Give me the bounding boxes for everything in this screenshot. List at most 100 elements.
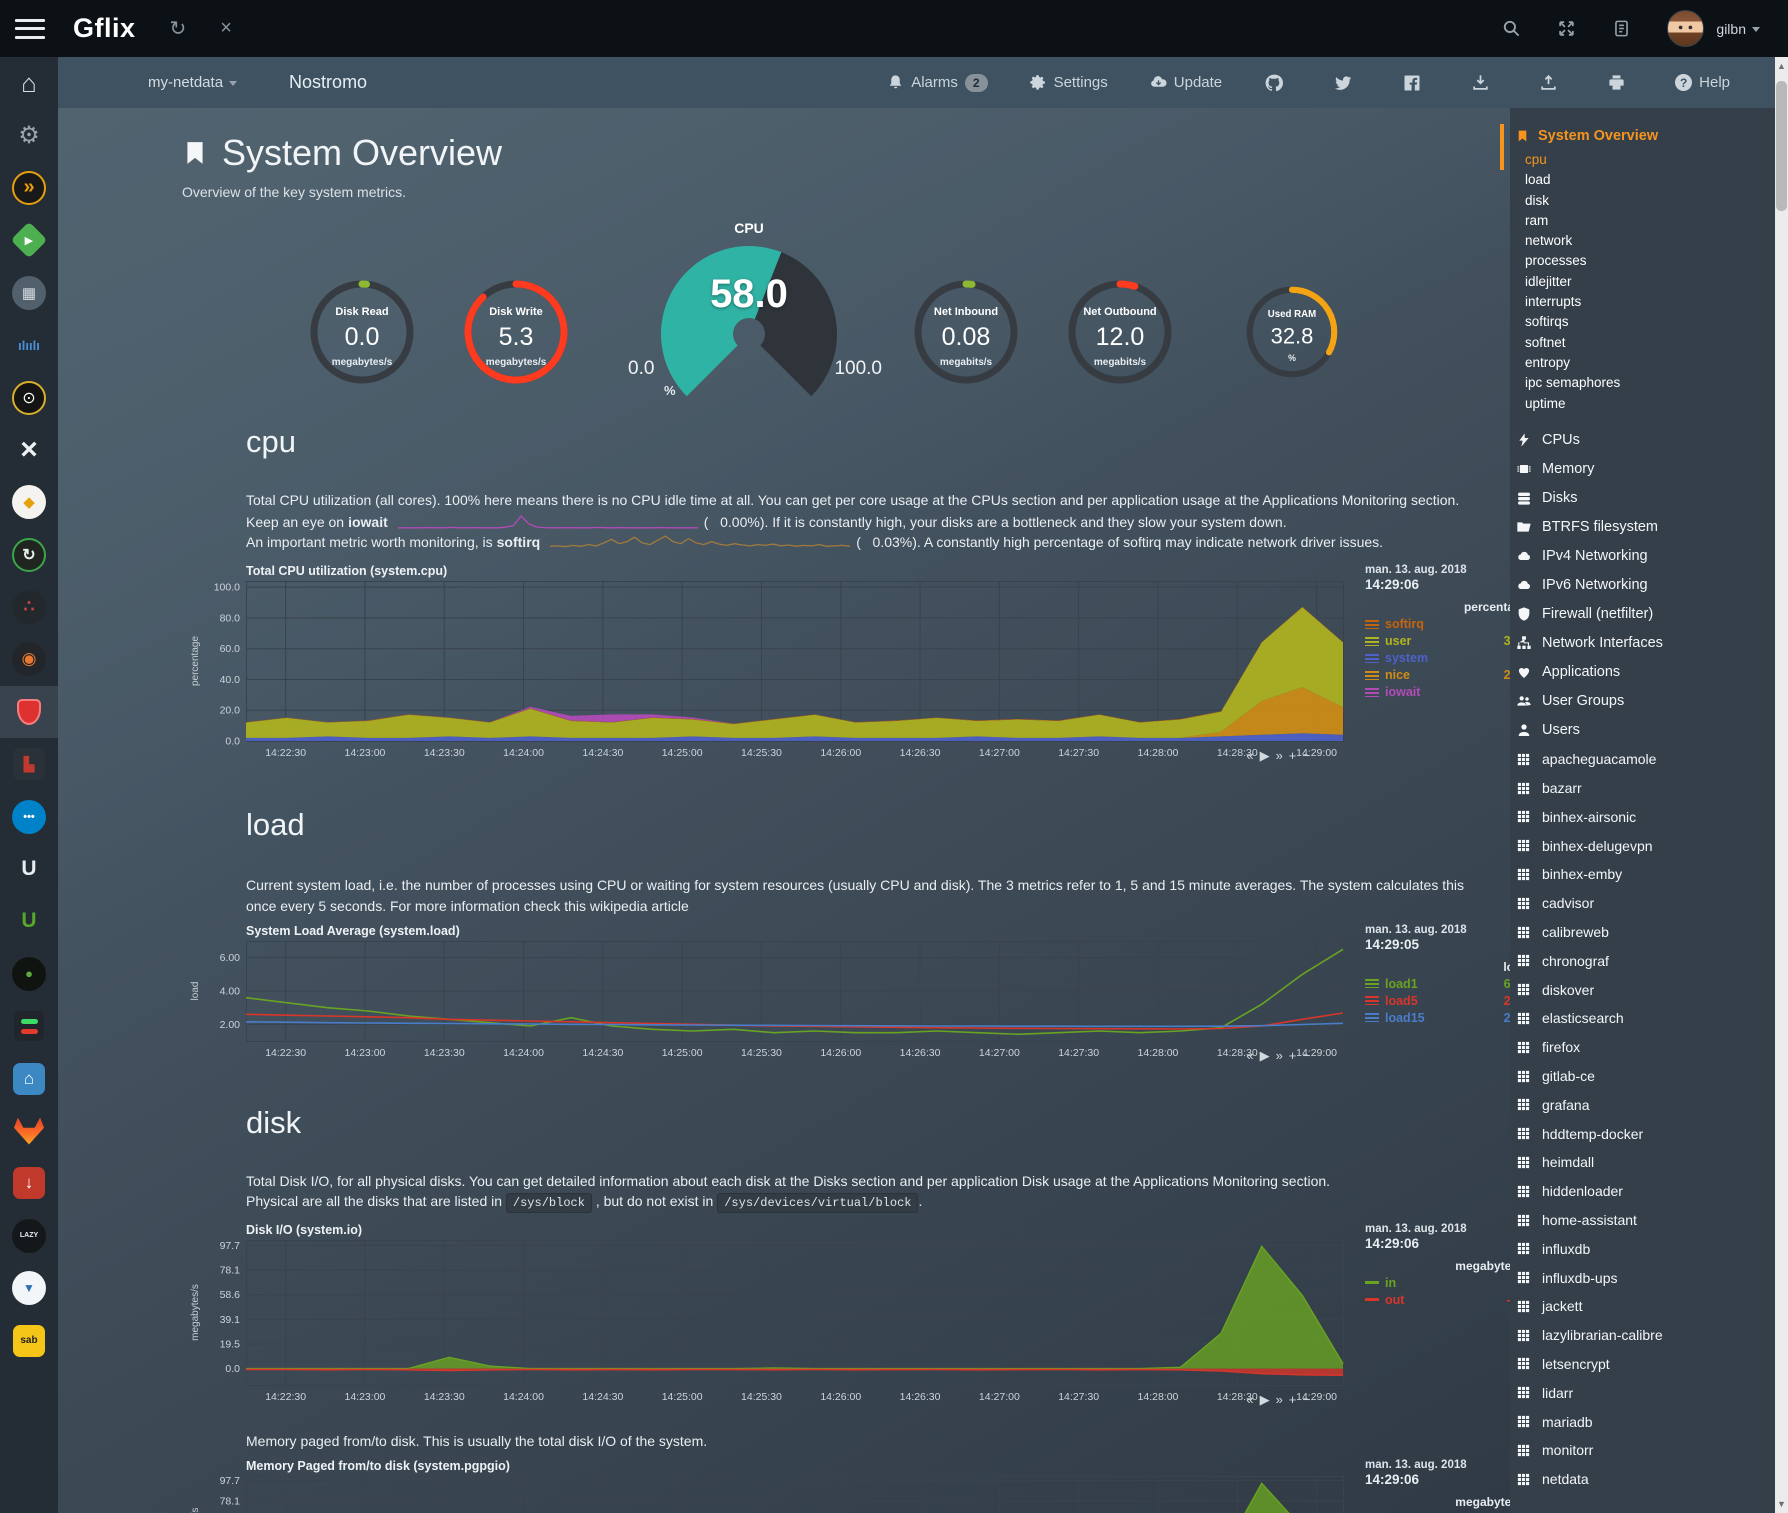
menu-section-btrfs-filesystem[interactable]: BTRFS filesystem xyxy=(1516,513,1768,542)
update-button[interactable]: Update xyxy=(1150,74,1222,91)
chart-toolbar[interactable]: «▶»+− xyxy=(1246,748,1316,764)
menu-section-disks[interactable]: Disks xyxy=(1516,484,1768,513)
menu-app-cadvisor[interactable]: cadvisor xyxy=(1516,889,1768,918)
legend-item-softirq[interactable]: softirq0.0 xyxy=(1365,617,1510,631)
menu-item-ram[interactable]: ram xyxy=(1525,212,1549,228)
twitter-icon[interactable] xyxy=(1333,73,1360,93)
menu-item-network[interactable]: network xyxy=(1525,233,1573,249)
menu-app-letsencrypt[interactable]: letsencrypt xyxy=(1516,1350,1768,1379)
gauge-disk-read[interactable]: Disk Read 0.0 megabytes/s xyxy=(306,276,418,388)
menu-item-entropy[interactable]: entropy xyxy=(1525,354,1571,370)
menu-app-mariadb[interactable]: mariadb xyxy=(1516,1407,1768,1436)
menu-system-overview[interactable]: System Overview xyxy=(1500,124,1768,170)
sidebar-app-nextcloud-icon[interactable]: ••• xyxy=(0,790,58,842)
legend-item-iowait[interactable]: iowait0.0 xyxy=(1365,685,1510,699)
sidebar-app-emby-icon[interactable]: ▶ xyxy=(0,214,58,266)
sidebar-app-guacamole-icon[interactable]: × xyxy=(20,432,38,466)
menu-item-softnet[interactable]: softnet xyxy=(1525,334,1566,350)
close-icon[interactable]: × xyxy=(220,17,232,39)
facebook-icon[interactable] xyxy=(1402,73,1429,93)
sidebar-app-netdata-app-icon[interactable]: ↻ xyxy=(0,529,58,581)
menu-app-hddtemp-docker[interactable]: hddtemp-docker xyxy=(1516,1119,1768,1148)
menu-app-jackett[interactable]: jackett xyxy=(1516,1292,1768,1321)
menu-app-gitlab-ce[interactable]: gitlab-ce xyxy=(1516,1062,1768,1091)
menu-app-binhex-delugevpn[interactable]: binhex-delugevpn xyxy=(1516,831,1768,860)
hamburger-icon[interactable] xyxy=(15,18,45,39)
menu-app-netdata[interactable]: netdata xyxy=(1516,1465,1768,1494)
sidebar-app-tautulli-icon[interactable]: » xyxy=(0,162,58,214)
sidebar-app-download-app-icon[interactable]: ↓ xyxy=(0,1157,58,1209)
menu-app-hiddenloader[interactable]: hiddenloader xyxy=(1516,1177,1768,1206)
sidebar-app-droplet-app-icon[interactable]: ▼ xyxy=(0,1262,58,1314)
help-button[interactable]: ? Help xyxy=(1675,74,1730,91)
menu-item-idlejitter[interactable]: idlejitter xyxy=(1525,273,1572,289)
chart-toolbar[interactable]: «▶»+− xyxy=(1246,1391,1316,1407)
menu-section-cpus[interactable]: CPUs xyxy=(1516,426,1768,455)
menu-app-lidarr[interactable]: lidarr xyxy=(1516,1378,1768,1407)
sidebar-app-cubes-app-icon[interactable]: ▙ xyxy=(0,738,58,790)
sidebar-app-turtle-app-icon[interactable]: ● xyxy=(0,948,58,1000)
chart-system-io[interactable]: Disk I/O (system.io) 97.7 78.1 58.6 39.1 19.5… xyxy=(188,1223,1510,1409)
github-icon[interactable] xyxy=(1264,73,1291,93)
scroll-up-icon[interactable]: ▲ xyxy=(1777,61,1786,71)
menu-app-apacheguacamole[interactable]: apacheguacamole xyxy=(1516,745,1768,774)
gauge-cpu[interactable]: CPU 58.0 0.0 100.0% xyxy=(628,220,882,398)
print-icon[interactable] xyxy=(1607,73,1633,92)
menu-app-home-assistant[interactable]: home-assistant xyxy=(1516,1206,1768,1235)
legend-item-system[interactable]: system2.3 xyxy=(1365,651,1510,665)
menu-section-memory[interactable]: Memory xyxy=(1516,455,1768,484)
gauge-disk-write[interactable]: Disk Write 5.3 megabytes/s xyxy=(460,276,572,388)
menu-section-user-groups[interactable]: User Groups xyxy=(1516,687,1768,716)
menu-app-grafana[interactable]: grafana xyxy=(1516,1090,1768,1119)
sidebar-app-netdata-active-icon[interactable] xyxy=(0,685,58,739)
fullscreen-icon[interactable] xyxy=(1557,19,1576,38)
menu-section-network-interfaces[interactable]: Network Interfaces xyxy=(1516,629,1768,658)
legend-item-user[interactable]: user35.3 xyxy=(1365,634,1510,648)
menu-item-ipc-semaphores[interactable]: ipc semaphores xyxy=(1525,375,1621,391)
menu-app-diskover[interactable]: diskover xyxy=(1516,975,1768,1004)
sidebar-app-airsonic-icon[interactable]: ılıılı xyxy=(18,337,40,353)
sidebar-app-heimdall-icon[interactable]: ⌂ xyxy=(0,1052,58,1104)
sidebar-app-lazylibrarian-icon[interactable]: LAZY xyxy=(0,1210,58,1262)
menu-section-ipv6-networking[interactable]: IPv6 Networking xyxy=(1516,571,1768,600)
settings-button[interactable]: Settings xyxy=(1029,74,1108,91)
gauge-used-ram[interactable]: Used RAM 32.8% xyxy=(1243,283,1342,382)
avatar[interactable] xyxy=(1667,10,1705,47)
scrollbar-thumb[interactable] xyxy=(1776,81,1787,211)
menu-app-firefox[interactable]: firefox xyxy=(1516,1033,1768,1062)
download-icon[interactable] xyxy=(1471,73,1497,92)
search-icon[interactable] xyxy=(1502,19,1521,38)
menu-section-users[interactable]: Users xyxy=(1516,716,1768,745)
sidebar-app-molecule-app-icon[interactable]: ∴ xyxy=(0,581,58,633)
legend-item-out[interactable]: out-5.3 xyxy=(1365,1293,1510,1307)
menu-app-elasticsearch[interactable]: elasticsearch xyxy=(1516,1004,1768,1033)
menu-app-binhex-airsonic[interactable]: binhex-airsonic xyxy=(1516,802,1768,831)
chart-system-cpu[interactable]: Total CPU utilization (system.cpu) 100.0 8… xyxy=(188,564,1510,765)
menu-app-lazylibrarian-calibre[interactable]: lazylibrarian-calibre xyxy=(1516,1321,1768,1350)
sidebar-app-monitorr-icon[interactable] xyxy=(0,1000,58,1052)
chart-toolbar[interactable]: «▶»+− xyxy=(1246,1047,1316,1063)
menu-item-softirqs[interactable]: softirqs xyxy=(1525,314,1569,330)
page-scrollbar[interactable]: ▲ ▼ xyxy=(1775,57,1788,1513)
menu-item-uptime[interactable]: uptime xyxy=(1525,395,1566,411)
menu-item-cpu[interactable]: cpu xyxy=(1525,152,1547,167)
menu-section-ipv4-networking[interactable]: IPv4 Networking xyxy=(1516,542,1768,571)
sidebar-app-settings-icon[interactable]: ⚙ xyxy=(18,122,40,150)
gauge-net-outbound[interactable]: Net Outbound 12.0 megabits/s xyxy=(1064,276,1176,388)
menu-app-influxdb[interactable]: influxdb xyxy=(1516,1234,1768,1263)
sidebar-app-jackett-icon[interactable]: ⊙ xyxy=(0,371,58,423)
menu-app-influxdb-ups[interactable]: influxdb-ups xyxy=(1516,1263,1768,1292)
sidebar-app-docker-app-icon[interactable]: ▦ xyxy=(0,267,58,319)
sidebar-app-home-icon[interactable]: ⌂ xyxy=(21,67,37,98)
upload-icon[interactable] xyxy=(1539,73,1565,92)
sidebar-app-plex-app-icon[interactable]: ◆ xyxy=(0,476,58,528)
menu-app-monitorr[interactable]: monitorr xyxy=(1516,1436,1768,1465)
menu-item-processes[interactable]: processes xyxy=(1525,253,1587,269)
sidebar-app-sabnzbd-icon[interactable]: sab xyxy=(0,1314,58,1366)
sidebar-app-unraid-icon[interactable]: U xyxy=(21,857,37,881)
menu-item-disk[interactable]: disk xyxy=(1525,192,1550,208)
legend-item-in[interactable]: in0.0 xyxy=(1365,1276,1510,1290)
